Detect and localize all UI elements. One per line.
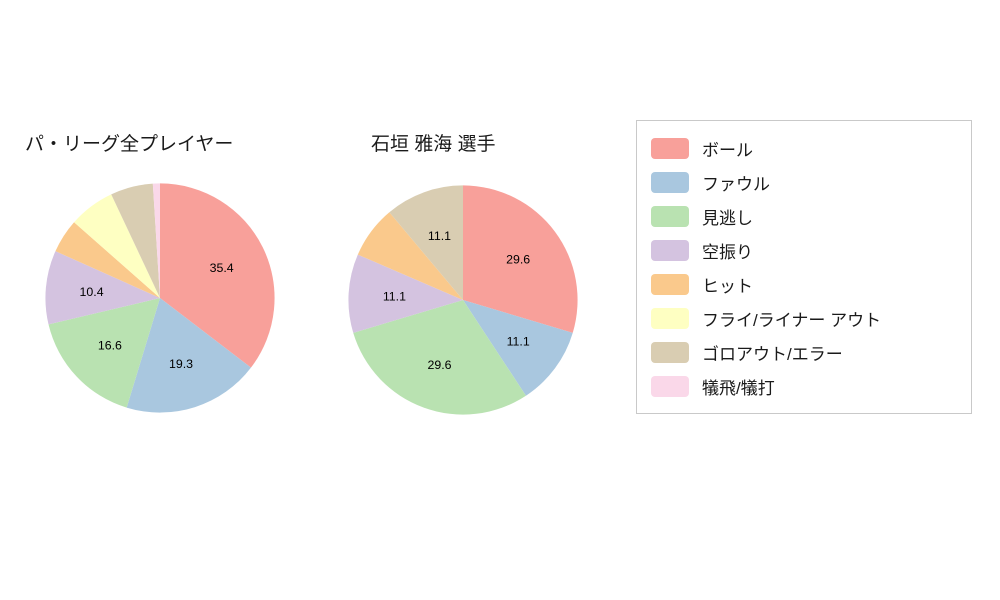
legend-swatch-ball bbox=[651, 137, 689, 159]
legend-item-hit: ヒット bbox=[651, 267, 957, 301]
legend-item-foul: ファウル bbox=[651, 165, 957, 199]
legend-item-sac: 犠飛/犠打 bbox=[651, 369, 957, 403]
pie-slice-karaburi bbox=[348, 254, 463, 333]
legend-swatch-hit bbox=[651, 273, 689, 295]
legend-swatch-karaburi bbox=[651, 239, 689, 261]
pie-slice-hit bbox=[55, 222, 161, 298]
legend-label: ゴロアウト/エラー bbox=[702, 344, 843, 364]
legend-swatch-foul bbox=[651, 171, 689, 193]
pie-slice-hit bbox=[357, 212, 463, 300]
pie-slice-sac bbox=[152, 183, 160, 298]
pie-slice-label: 29.6 bbox=[506, 252, 530, 266]
pie-slice-label: 11.1 bbox=[428, 229, 451, 243]
pie-slice-label: 16.6 bbox=[98, 338, 122, 352]
legend-item-ball: ボール bbox=[651, 131, 957, 165]
legend-item-fly-liner: フライ/ライナー アウト bbox=[651, 301, 957, 335]
legend-label: 空振り bbox=[702, 242, 753, 262]
chart-title-player: 石垣 雅海 選手 bbox=[371, 134, 496, 155]
legend-item-karaburi: 空振り bbox=[651, 233, 957, 267]
pie-slice-foul bbox=[463, 300, 573, 396]
pie-slice-label: 29.6 bbox=[427, 358, 451, 372]
pie-slice-ball bbox=[160, 183, 275, 368]
pie-slice-minogashi bbox=[48, 298, 160, 408]
pie-chart-league: 35.4 19.3 16.6 10.4 bbox=[45, 183, 275, 413]
pie-slice-ball bbox=[463, 185, 578, 333]
legend-label: ヒット bbox=[702, 276, 753, 296]
legend-label: フライ/ライナー アウト bbox=[702, 310, 882, 330]
pie-slice-karaburi bbox=[45, 251, 160, 325]
legend-swatch-goro-error bbox=[651, 341, 689, 363]
legend-swatch-fly-liner bbox=[651, 307, 689, 329]
pie-slice-label: 10.4 bbox=[80, 285, 104, 299]
pie-slice-goro-error bbox=[111, 183, 160, 298]
pie-slice-goro-error bbox=[389, 185, 463, 300]
pie-chart-player: 29.6 11.1 29.6 11.1 11.1 bbox=[348, 185, 578, 415]
pie-slice-label: 19.3 bbox=[169, 357, 193, 371]
pie-slice-label: 11.1 bbox=[383, 289, 406, 303]
legend-label: 犠飛/犠打 bbox=[702, 378, 775, 398]
legend-label: ボール bbox=[702, 140, 753, 160]
pie-slice-minogashi bbox=[353, 300, 526, 415]
pie-slice-label: 35.4 bbox=[210, 261, 234, 275]
chart-title-league: パ・リーグ全プレイヤー bbox=[25, 134, 234, 155]
pie-slice-label: 11.1 bbox=[507, 334, 530, 348]
pie-slice-foul bbox=[126, 298, 251, 413]
legend-item-goro-error: ゴロアウト/エラー bbox=[651, 335, 957, 369]
legend-item-minogashi: 見逃し bbox=[651, 199, 957, 233]
legend: ボールファウル見逃し空振りヒットフライ/ライナー アウト ゴロアウト/エラー 犠飛/… bbox=[636, 120, 972, 414]
legend-label: 見逃し bbox=[702, 208, 753, 228]
legend-swatch-sac bbox=[651, 375, 689, 397]
pie-slice-fly-liner bbox=[74, 194, 160, 298]
legend-label: ファウル bbox=[702, 174, 770, 194]
legend-swatch-minogashi bbox=[651, 205, 689, 227]
